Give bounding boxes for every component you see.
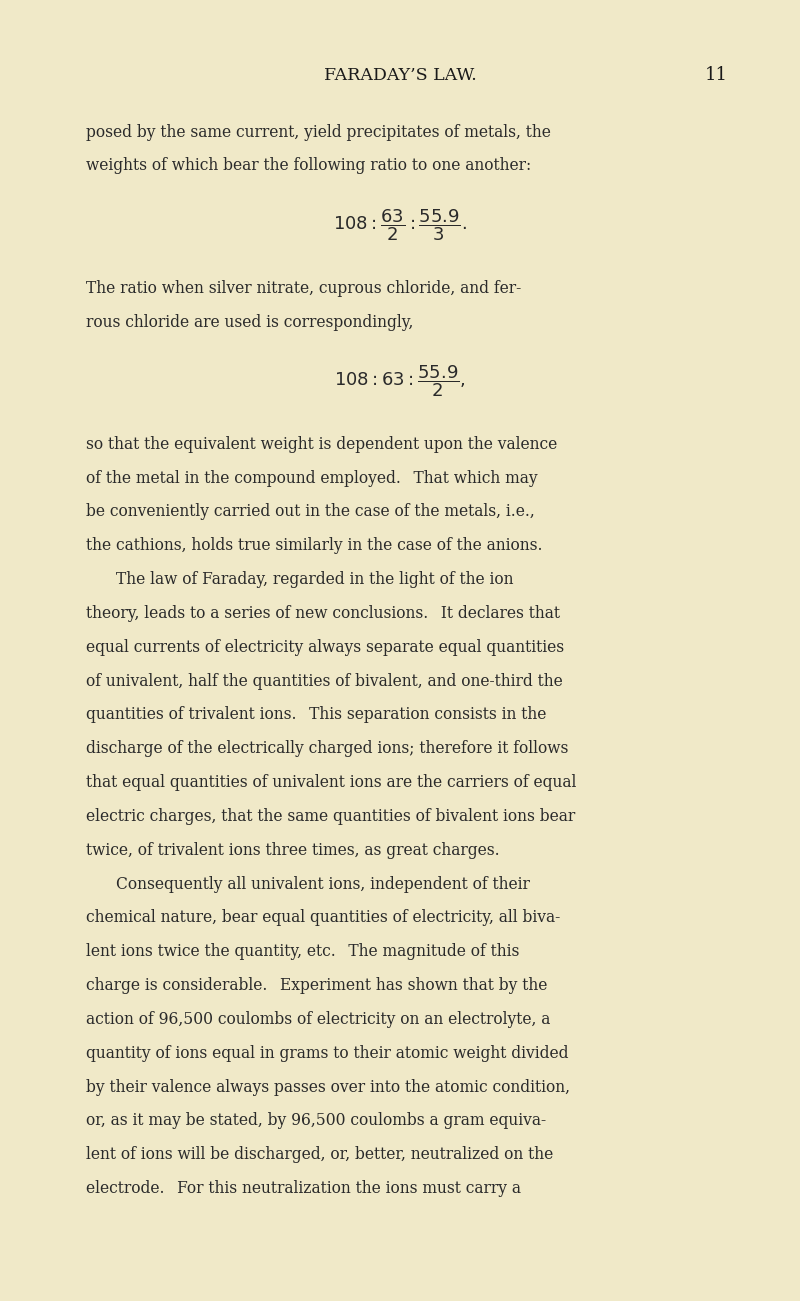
Text: Consequently all univalent ions, independent of their: Consequently all univalent ions, indepen… [116,876,530,892]
Text: equal currents of electricity always separate equal quantities: equal currents of electricity always sep… [86,639,565,656]
Text: FARADAY’S LAW.: FARADAY’S LAW. [324,66,476,85]
Text: charge is considerable.  Experiment has shown that by the: charge is considerable. Experiment has s… [86,977,548,994]
Text: theory, leads to a series of new conclusions.  It declares that: theory, leads to a series of new conclus… [86,605,560,622]
Text: lent of ions will be discharged, or, better, neutralized on the: lent of ions will be discharged, or, bet… [86,1146,554,1163]
Text: twice, of trivalent ions three times, as great charges.: twice, of trivalent ions three times, as… [86,842,500,859]
Text: The ratio when silver nitrate, cuprous chloride, and fer-: The ratio when silver nitrate, cuprous c… [86,280,522,297]
Text: by their valence always passes over into the atomic condition,: by their valence always passes over into… [86,1079,570,1095]
Text: rous chloride are used is correspondingly,: rous chloride are used is correspondingl… [86,314,414,330]
Text: action of 96,500 coulombs of electricity on an electrolyte, a: action of 96,500 coulombs of electricity… [86,1011,550,1028]
Text: of univalent, half the quantities of bivalent, and one-third the: of univalent, half the quantities of biv… [86,673,563,690]
Text: posed by the same current, yield precipitates of metals, the: posed by the same current, yield precipi… [86,124,551,141]
Text: quantity of ions equal in grams to their atomic weight divided: quantity of ions equal in grams to their… [86,1045,569,1062]
Text: $108 : \dfrac{63}{2} : \dfrac{55.9}{3}.$: $108 : \dfrac{63}{2} : \dfrac{55.9}{3}.$ [333,207,467,243]
Text: quantities of trivalent ions.  This separation consists in the: quantities of trivalent ions. This separ… [86,706,546,723]
Text: electrode.  For this neutralization the ions must carry a: electrode. For this neutralization the i… [86,1180,522,1197]
Text: of the metal in the compound employed.  That which may: of the metal in the compound employed. T… [86,470,538,487]
Text: the cathions, holds true similarly in the case of the anions.: the cathions, holds true similarly in th… [86,537,543,554]
Text: weights of which bear the following ratio to one another:: weights of which bear the following rati… [86,157,532,174]
Text: or, as it may be stated, by 96,500 coulombs a gram equiva-: or, as it may be stated, by 96,500 coulo… [86,1112,546,1129]
Text: $108 : 63 : \dfrac{55.9}{2},$: $108 : 63 : \dfrac{55.9}{2},$ [334,363,466,399]
Text: so that the equivalent weight is dependent upon the valence: so that the equivalent weight is depende… [86,436,558,453]
Text: be conveniently carried out in the case of the metals, i.e.,: be conveniently carried out in the case … [86,503,535,520]
Text: electric charges, that the same quantities of bivalent ions bear: electric charges, that the same quantiti… [86,808,576,825]
Text: 11: 11 [705,66,728,85]
Text: that equal quantities of univalent ions are the carriers of equal: that equal quantities of univalent ions … [86,774,577,791]
Text: chemical nature, bear equal quantities of electricity, all biva-: chemical nature, bear equal quantities o… [86,909,561,926]
Text: lent ions twice the quantity, etc.  The magnitude of this: lent ions twice the quantity, etc. The m… [86,943,520,960]
Text: discharge of the electrically charged ions; therefore it follows: discharge of the electrically charged io… [86,740,569,757]
Text: The law of Faraday, regarded in the light of the ion: The law of Faraday, regarded in the ligh… [116,571,514,588]
